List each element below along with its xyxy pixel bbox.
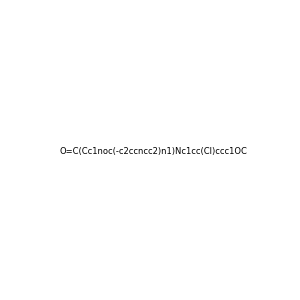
Text: O=C(Cc1noc(-c2ccncc2)n1)Nc1cc(Cl)ccc1OC: O=C(Cc1noc(-c2ccncc2)n1)Nc1cc(Cl)ccc1OC xyxy=(60,147,248,156)
